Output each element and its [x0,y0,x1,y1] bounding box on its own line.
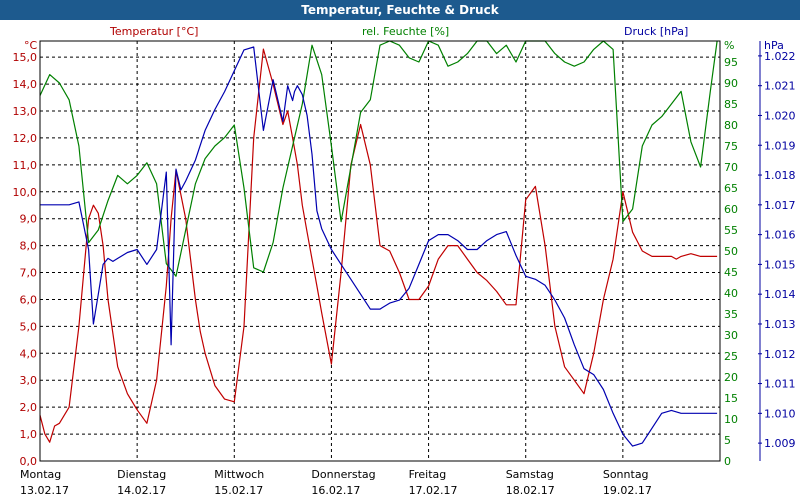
temperature-tick-label: 6,0 [20,293,38,306]
pressure-tick-label: 1.014 [764,288,796,301]
pressure-tick-label: 1.016 [764,229,796,242]
x-date-label: 19.02.17 [603,484,652,497]
pressure-series-line [40,46,718,447]
temperature-tick-label: 9,0 [20,213,38,226]
x-day-label: Donnerstag [311,468,375,481]
x-date-label: 15.02.17 [214,484,263,497]
humidity-unit: % [724,39,734,52]
pressure-tick-label: 1.017 [764,199,796,212]
plot-frame [39,40,721,462]
pressure-tick-label: 1.012 [764,348,796,361]
x-day-label: Montag [20,468,61,481]
temperature-tick-label: 10,0 [13,186,38,199]
humidity-tick-label: 65 [724,182,738,195]
temperature-tick-label: 3,0 [20,374,38,387]
temperature-tick-label: 14,0 [13,78,38,91]
temperature-tick-label: 7,0 [20,267,38,280]
x-day-label: Sonntag [603,468,649,481]
pressure-unit: hPa [764,39,784,52]
humidity-tick-label: 25 [724,350,738,363]
pressure-tick-label: 1.010 [764,407,796,420]
temperature-unit: °C [24,39,38,52]
pressure-tick-label: 1.009 [764,437,796,450]
temperature-tick-label: 0,0 [20,455,38,468]
pressure-tick-label: 1.019 [764,139,796,152]
humidity-tick-label: 20 [724,371,738,384]
humidity-tick-label: 95 [724,56,738,69]
pressure-ticks: 1.009 1.010 1.011 1.012 1.013 1.014 1.015 1.016… [758,41,796,461]
humidity-tick-label: 70 [724,161,738,174]
pressure-axis-label: Druck [hPa] [624,25,688,38]
x-day-label: Samstag [506,468,554,481]
temperature-series-line [39,48,718,443]
x-date-label: 16.02.17 [311,484,360,497]
x-date-label: 13.02.17 [20,484,69,497]
temperature-tick-label: 2,0 [20,401,38,414]
humidity-tick-label: 75 [724,140,738,153]
humidity-tick-label: 40 [724,287,738,300]
humidity-tick-label: 50 [724,245,738,258]
humidity-tick-label: 5 [724,434,731,447]
humidity-tick-label: 35 [724,308,738,321]
temperature-tick-label: 1,0 [20,428,38,441]
series-layer [39,40,718,447]
temperature-tick-label: 15,0 [13,51,38,64]
humidity-tick-label: 90 [724,77,738,90]
x-date-label: 17.02.17 [409,484,458,497]
humidity-tick-label: 15 [724,392,738,405]
temperature-axis-label: Temperatur [°C] [109,25,198,38]
humidity-tick-label: 85 [724,98,738,111]
temperature-ticks: 0,0 1,0 2,0 3,0 4,0 5,0 6,0 7,0 8,0 9,0 10,0 11,0 12… [13,51,38,468]
temperature-tick-label: 4,0 [20,347,38,360]
temperature-tick-label: 8,0 [20,240,38,253]
temperature-tick-label: 12,0 [13,132,38,145]
pressure-tick-label: 1.011 [764,378,796,391]
humidity-tick-label: 45 [724,266,738,279]
humidity-tick-label: 30 [724,329,738,342]
pressure-tick-label: 1.022 [764,50,796,63]
x-day-label: Mittwoch [214,468,264,481]
x-day-label: Dienstag [117,468,166,481]
humidity-tick-label: 0 [724,455,731,468]
humidity-tick-label: 80 [724,119,738,132]
temperature-tick-label: 5,0 [20,320,38,333]
humidity-series-line [39,40,718,277]
pressure-tick-label: 1.013 [764,318,796,331]
pressure-tick-label: 1.015 [764,258,796,271]
humidity-tick-label: 60 [724,203,738,216]
x-date-label: 18.02.17 [506,484,555,497]
temperature-tick-label: 11,0 [13,159,38,172]
humidity-tick-label: 10 [724,413,738,426]
pressure-tick-label: 1.018 [764,169,796,182]
x-day-label: Freitag [409,468,447,481]
temperature-tick-label: 13,0 [13,105,38,118]
chart-title: Temperatur, Feuchte & Druck [0,0,800,20]
humidity-tick-label: 55 [724,224,738,237]
grid [40,41,720,461]
pressure-tick-label: 1.021 [764,80,796,93]
x-axis-labels: Montag 13.02.17 Dienstag 14.02.17 Mittwoch 15… [20,468,652,497]
x-date-label: 14.02.17 [117,484,166,497]
humidity-axis-label: rel. Feuchte [%] [362,25,449,38]
pressure-tick-label: 1.020 [764,109,796,122]
humidity-ticks: 0 5 10 15 20 25 30 35 40 45 50 55 60 65 70 75 80 85 90 95 [724,56,738,468]
